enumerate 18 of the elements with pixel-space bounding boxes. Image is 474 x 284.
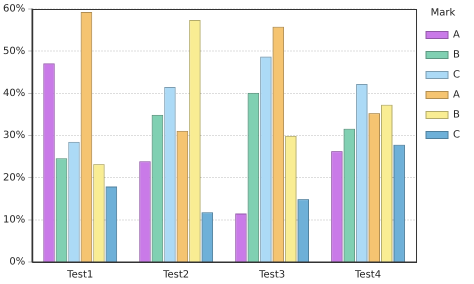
legend-label: A [453,90,460,101]
x-tick-label: Test1 [66,270,94,281]
x-tick-label: Test3 [258,270,286,281]
legend-title: Mark [430,8,456,19]
y-tick-label: 30% [2,130,26,142]
y-tick-label: 10% [2,214,26,226]
y-tick-label: 20% [2,172,26,184]
x-tick-label: Test2 [162,270,190,281]
legend-label: A [453,30,460,41]
legend-label: C [453,130,460,141]
y-tick-label: 0% [9,256,26,268]
legend-label: B [453,110,460,121]
x-tick-label: Test4 [354,270,382,281]
legend-label: C [453,70,460,81]
y-tick-label: 50% [2,46,26,57]
y-tick-label: 40% [2,88,26,99]
legend-label: B [453,50,460,61]
y-tick-label: 60% [2,4,26,15]
